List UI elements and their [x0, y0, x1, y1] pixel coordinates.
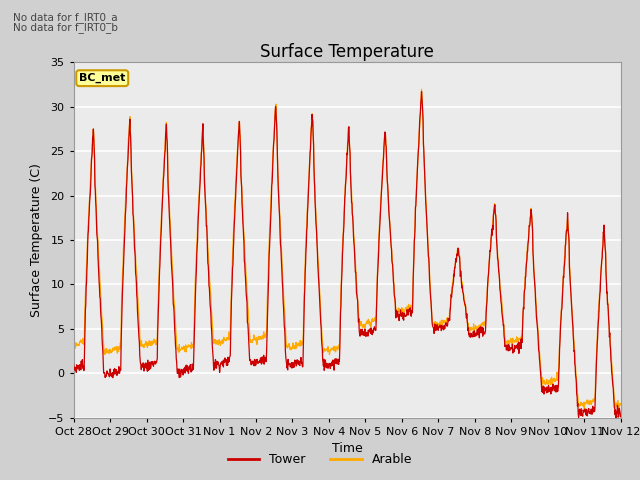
- X-axis label: Time: Time: [332, 442, 363, 455]
- Text: BC_met: BC_met: [79, 73, 125, 84]
- Title: Surface Temperature: Surface Temperature: [260, 43, 434, 61]
- Legend: Tower, Arable: Tower, Arable: [223, 448, 417, 471]
- Text: No data for f_IRT0_b: No data for f_IRT0_b: [13, 22, 118, 33]
- Text: No data for f_IRT0_a: No data for f_IRT0_a: [13, 12, 117, 23]
- Y-axis label: Surface Temperature (C): Surface Temperature (C): [29, 163, 43, 317]
